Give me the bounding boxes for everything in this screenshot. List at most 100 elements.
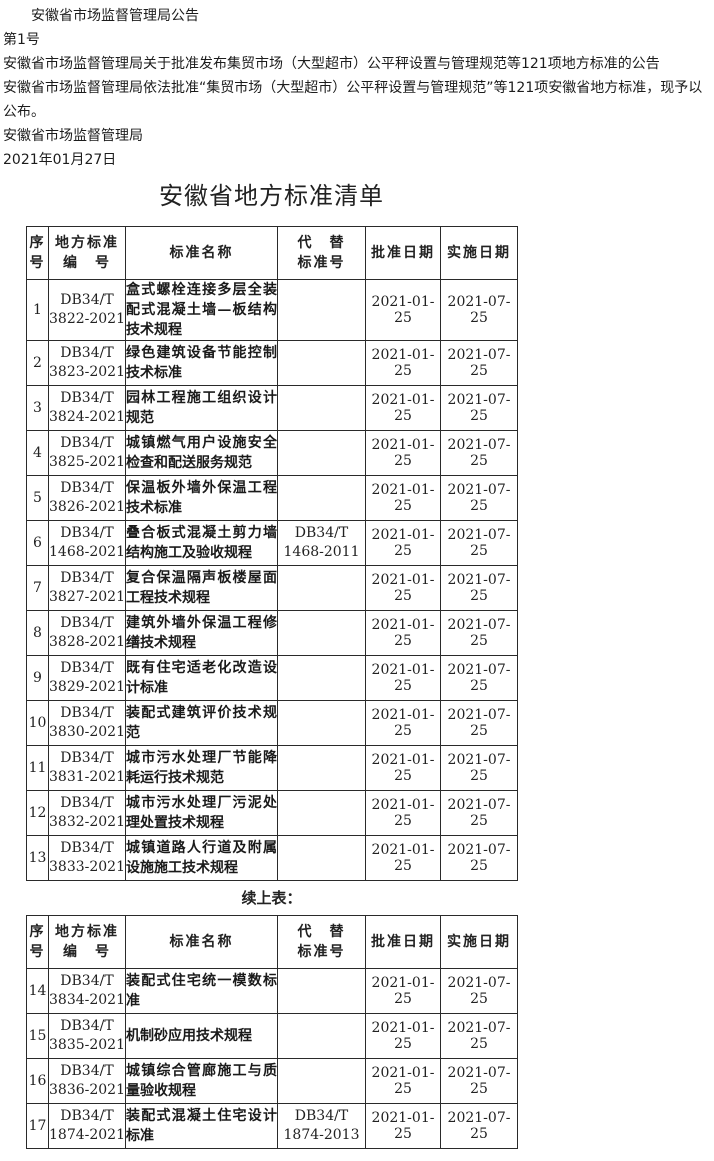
standard-code-cell: DB34/T 3824-2021	[48, 385, 126, 431]
standard-name-cell: 既有住宅适老化改造设计标准	[125, 655, 278, 701]
col-header-approval-date: 批准日期	[365, 915, 441, 969]
standard-name-cell: 绿色建筑设备节能控制技术标准	[125, 340, 278, 386]
standard-code-cell: DB34/T 3826-2021	[48, 475, 126, 521]
col-header-implementation-date: 实施日期	[440, 915, 518, 969]
standard-name-cell: 装配式住宅统一模数标准	[125, 968, 278, 1014]
standard-code-cell: DB34/T 3831-2021	[48, 745, 126, 791]
replaced-standard-cell	[277, 279, 366, 341]
replaced-standard-cell	[277, 385, 366, 431]
standard-name-cell: 城镇燃气用户设施安全检查和配送服务规范	[125, 430, 278, 476]
standard-code-cell: DB34/T 3823-2021	[48, 340, 126, 386]
table-body-2: 14 DB34/T 3834-2021 装配式住宅统一模数标准 2021-01-25 2…	[26, 968, 518, 1149]
standard-code-cell: DB34/T 3822-2021	[48, 279, 126, 341]
approval-date-cell: 2021-01-25	[365, 430, 441, 476]
seq-cell: 17	[26, 1103, 49, 1149]
implementation-date-cell: 2021-07-25	[440, 279, 518, 341]
implementation-date-cell: 2021-07-25	[440, 610, 518, 656]
replaced-standard-cell	[277, 475, 366, 521]
replaced-standard-cell	[277, 790, 366, 836]
col-header-code: 地方标准 编 号	[48, 915, 126, 969]
approval-date-cell: 2021-01-25	[365, 1013, 441, 1059]
standard-code-cell: DB34/T 3829-2021	[48, 655, 126, 701]
standard-name-cell: 装配式建筑评价技术规范	[125, 700, 278, 746]
standard-code-cell: DB34/T 3827-2021	[48, 565, 126, 611]
standard-name-cell: 建筑外墙外保温工程修缮技术规程	[125, 610, 278, 656]
table-row: 15 DB34/T 3835-2021 机制砂应用技术规程 2021-01-25 202…	[26, 1013, 518, 1059]
implementation-date-cell: 2021-07-25	[440, 655, 518, 701]
standard-code-cell: DB34/T 1468-2021	[48, 520, 126, 566]
table-row: 13 DB34/T 3833-2021 城镇道路人行道及附属设施施工技术规程 2021…	[26, 835, 518, 881]
seq-cell: 14	[26, 968, 49, 1014]
seq-cell: 2	[26, 340, 49, 386]
seq-cell: 9	[26, 655, 49, 701]
table-row: 10 DB34/T 3830-2021 装配式建筑评价技术规范 2021-01-25 2…	[26, 700, 518, 746]
replaced-standard-cell	[277, 430, 366, 476]
table-row: 5 DB34/T 3826-2021 保温板外墙外保温工程技术标准 2021-01-2…	[26, 475, 518, 521]
standard-name-cell: 园林工程施工组织设计规范	[125, 385, 278, 431]
standard-name-cell: 城市污水处理厂污泥处理处置技术规程	[125, 790, 278, 836]
table-row: 8 DB34/T 3828-2021 建筑外墙外保温工程修缮技术规程 2021-01-…	[26, 610, 518, 656]
header-row: 序 号 地方标准 编 号 标准名称 代 替 标准号 批准日期 实施日期	[26, 226, 518, 280]
seq-cell: 5	[26, 475, 49, 521]
seq-cell: 6	[26, 520, 49, 566]
replaced-standard-cell: DB34/T 1468-2011	[277, 520, 366, 566]
seq-cell: 11	[26, 745, 49, 791]
table-row: 11 DB34/T 3831-2021 城市污水处理厂节能降耗运行技术规范 2021-…	[26, 745, 518, 791]
table-row: 6 DB34/T 1468-2021 叠合板式混凝土剪力墙结构施工及验收规程 DB34…	[26, 520, 518, 566]
approval-date-cell: 2021-01-25	[365, 700, 441, 746]
implementation-date-cell: 2021-07-25	[440, 565, 518, 611]
announcement-subject: 安徽省市场监督管理局关于批准发布集贸市场（大型超市）公平秤设置与管理规范等121…	[3, 56, 660, 72]
implementation-date-cell: 2021-07-25	[440, 475, 518, 521]
replaced-standard-cell: DB34/T 1874-2013	[277, 1103, 366, 1149]
table-row: 17 DB34/T 1874-2021 装配式混凝土住宅设计标准 DB34/T 187…	[26, 1103, 518, 1149]
announcement-body: 安徽省市场监督管理局依法批准“集贸市场（大型超市）公平秤设置与管理规范”等121…	[3, 80, 703, 120]
implementation-date-cell: 2021-07-25	[440, 790, 518, 836]
table-body-1: 1 DB34/T 3822-2021 盒式螺栓连接多层全装配式混凝土墙—板结构技术规…	[26, 279, 518, 881]
standard-name-cell: 复合保温隔声板楼屋面工程技术规程	[125, 565, 278, 611]
table-row: 12 DB34/T 3832-2021 城市污水处理厂污泥处理处置技术规程 2021-…	[26, 790, 518, 836]
seq-cell: 16	[26, 1058, 49, 1104]
table-header: 序 号 地方标准 编 号 标准名称 代 替 标准号 批准日期 实施日期	[26, 915, 518, 969]
approval-date-cell: 2021-01-25	[365, 1103, 441, 1149]
col-header-name: 标准名称	[125, 915, 278, 969]
standard-code-cell: DB34/T 3836-2021	[48, 1058, 126, 1104]
approval-date-cell: 2021-01-25	[365, 655, 441, 701]
implementation-date-cell: 2021-07-25	[440, 1013, 518, 1059]
table-row: 7 DB34/T 3827-2021 复合保温隔声板楼屋面工程技术规程 2021-01…	[26, 565, 518, 611]
standard-name-cell: 保温板外墙外保温工程技术标准	[125, 475, 278, 521]
approval-date-cell: 2021-01-25	[365, 475, 441, 521]
standard-code-cell: DB34/T 3834-2021	[48, 968, 126, 1014]
list-title: 安徽省地方标准清单	[159, 182, 384, 210]
seq-cell: 8	[26, 610, 49, 656]
table-row: 16 DB34/T 3836-2021 城镇综合管廊施工与质量验收规程 2021-01…	[26, 1058, 518, 1104]
standards-table-1: 序 号 地方标准 编 号 标准名称 代 替 标准号 批准日期 实施日期 1 DB3…	[26, 226, 518, 881]
implementation-date-cell: 2021-07-25	[440, 968, 518, 1014]
col-header-name: 标准名称	[125, 226, 278, 280]
issue-date: 2021年01月27日	[3, 152, 117, 168]
table-row: 4 DB34/T 3825-2021 城镇燃气用户设施安全检查和配送服务规范 2021…	[26, 430, 518, 476]
standard-code-cell: DB34/T 3833-2021	[48, 835, 126, 881]
approval-date-cell: 2021-01-25	[365, 385, 441, 431]
col-header-seq: 序 号	[26, 226, 49, 280]
seq-cell: 7	[26, 565, 49, 611]
announcement-header: 安徽省市场监督管理局公告 第1号 安徽省市场监督管理局关于批准发布集贸市场（大型…	[0, 0, 714, 172]
table-row: 2 DB34/T 3823-2021 绿色建筑设备节能控制技术标准 2021-01-2…	[26, 340, 518, 386]
approval-date-cell: 2021-01-25	[365, 835, 441, 881]
approval-date-cell: 2021-01-25	[365, 520, 441, 566]
seq-cell: 3	[26, 385, 49, 431]
replaced-standard-cell	[277, 340, 366, 386]
implementation-date-cell: 2021-07-25	[440, 430, 518, 476]
standard-name-cell: 城镇道路人行道及附属设施施工技术规程	[125, 835, 278, 881]
standard-name-cell: 机制砂应用技术规程	[125, 1013, 278, 1059]
implementation-date-cell: 2021-07-25	[440, 745, 518, 791]
approval-date-cell: 2021-01-25	[365, 279, 441, 341]
replaced-standard-cell	[277, 655, 366, 701]
standard-code-cell: DB34/T 3828-2021	[48, 610, 126, 656]
standards-list: 安徽省地方标准清单 序 号 地方标准 编 号 标准名称 代 替 标准号 批准日期…	[26, 176, 518, 1149]
standard-code-cell: DB34/T 3832-2021	[48, 790, 126, 836]
standard-name-cell: 城市污水处理厂节能降耗运行技术规范	[125, 745, 278, 791]
seq-cell: 1	[26, 279, 49, 341]
standard-name-cell: 装配式混凝土住宅设计标准	[125, 1103, 278, 1149]
implementation-date-cell: 2021-07-25	[440, 385, 518, 431]
